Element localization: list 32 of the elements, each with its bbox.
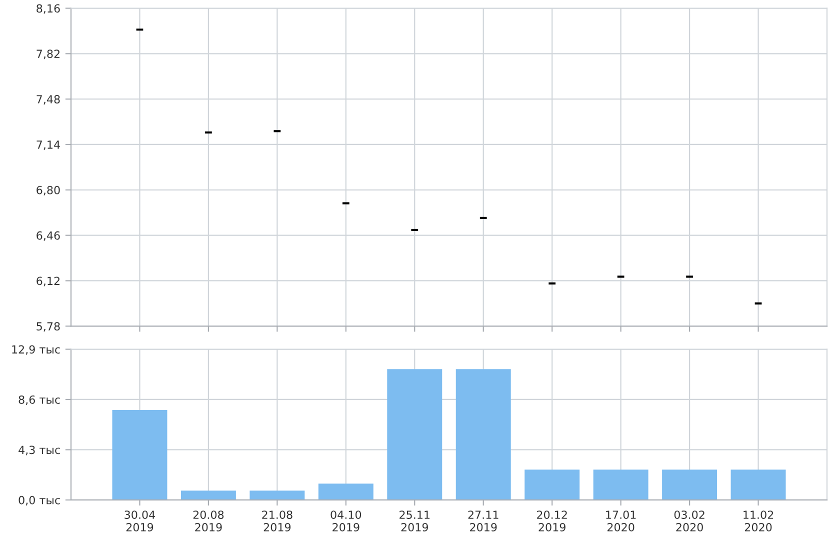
x-tick-label: 20.12 2019 <box>537 510 567 532</box>
y-tick-label: 4,3 тыс <box>18 446 60 456</box>
y-tick-label: 8,6 тыс <box>18 395 60 405</box>
x-tick-label: 30.04 2019 <box>124 510 156 532</box>
y-tick-label: 12,9 тыс <box>12 345 60 355</box>
bar <box>456 369 511 500</box>
y-tick-label: 5,78 <box>36 322 60 332</box>
bar <box>180 490 236 500</box>
bar <box>662 470 718 500</box>
y-tick-label: 7,14 <box>36 140 60 150</box>
bar <box>524 470 580 500</box>
bar <box>593 470 648 500</box>
x-tick-label: 04.10 2019 <box>330 510 362 532</box>
bar <box>112 410 168 500</box>
y-tick-label: 6,12 <box>36 276 60 286</box>
x-tick-label: 17.01 2020 <box>606 510 636 532</box>
y-tick-label: 0,0 тыс <box>18 496 60 506</box>
y-tick-label: 6,46 <box>36 231 60 241</box>
bar <box>318 484 374 500</box>
bar <box>387 369 442 500</box>
bar <box>730 470 786 500</box>
y-tick-label: 7,82 <box>36 50 60 60</box>
x-tick-label: 27.11 2019 <box>468 510 498 532</box>
y-tick-label: 8,16 <box>36 4 60 14</box>
bar <box>250 490 305 500</box>
x-tick-label: 25.11 2019 <box>400 510 430 532</box>
x-tick-label: 20.08 2019 <box>193 510 224 532</box>
y-tick-label: 6,80 <box>36 186 60 196</box>
y-tick-label: 7,48 <box>36 95 60 105</box>
x-tick-label: 03.02 2020 <box>674 510 704 532</box>
x-tick-label: 21.08 2019 <box>262 510 292 532</box>
x-tick-label: 11.02 2020 <box>744 510 774 532</box>
